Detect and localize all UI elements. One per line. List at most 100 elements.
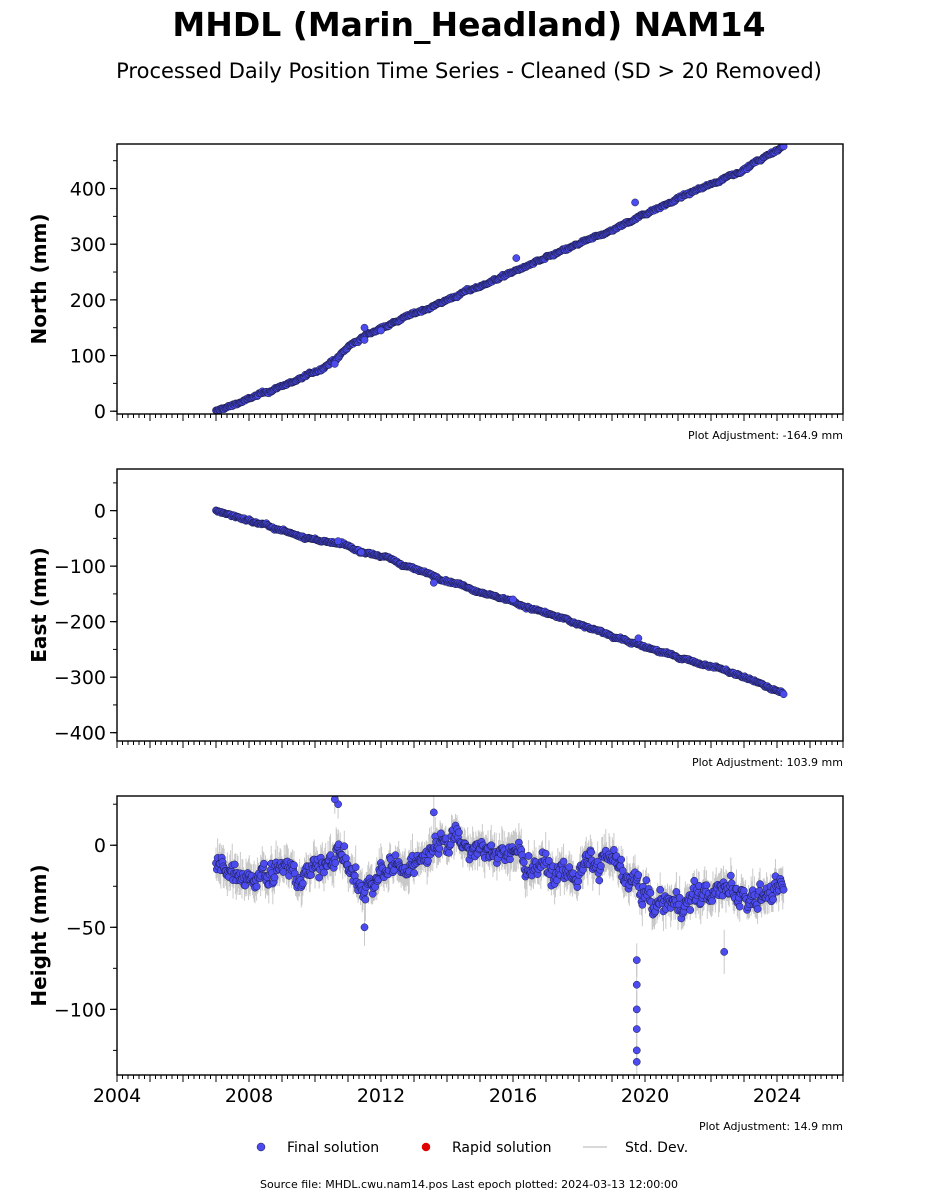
legend-item: Std. Dev.: [583, 1140, 688, 1156]
data-point: [735, 902, 744, 911]
data-point: [334, 537, 342, 546]
data-point: [634, 871, 643, 879]
data-point: [753, 905, 762, 913]
data-point: [617, 855, 626, 864]
data-point: [559, 857, 568, 866]
x-tick-label: 2004: [93, 1085, 141, 1107]
data-point: [509, 595, 517, 604]
data-point: [779, 690, 788, 699]
data-point: [702, 881, 711, 890]
data-point: [307, 871, 315, 879]
y-tick-label: 300: [70, 234, 106, 256]
plot-area: [212, 796, 788, 1075]
data-point: [351, 863, 360, 872]
data-point: [315, 873, 323, 882]
data-point: [331, 859, 340, 867]
plot-area: [212, 144, 788, 414]
chart-title: MHDL (Marin_Headland) NAM14: [172, 5, 765, 44]
x-tick-label: 2008: [225, 1085, 273, 1107]
data-point: [357, 548, 366, 557]
data-point: [435, 844, 444, 853]
data-point: [779, 144, 788, 151]
data-point: [487, 841, 496, 850]
y-tick-label: −300: [54, 667, 106, 689]
y-tick-label: −100: [54, 556, 106, 578]
data-point: [541, 849, 550, 858]
data-point: [360, 323, 369, 332]
data-point: [429, 808, 438, 817]
data-point: [454, 828, 463, 837]
legend-item: Rapid solution: [421, 1140, 552, 1156]
y-tick-label: 100: [70, 346, 106, 368]
panel-2: 0 −100 −200 −300 −400 East (mm) Plot Adjustmen…: [27, 468, 844, 769]
data-point: [429, 578, 438, 587]
data-point: [252, 882, 261, 891]
data-point: [769, 895, 777, 904]
data-point: [361, 895, 370, 904]
data-point: [632, 1005, 641, 1014]
data-point: [686, 906, 695, 914]
x-tick-label: 2020: [621, 1085, 669, 1107]
data-point: [320, 868, 328, 877]
data-point: [675, 893, 684, 902]
final-solution-points: [212, 506, 788, 699]
data-point: [512, 254, 521, 262]
data-point: [230, 860, 239, 869]
data-point: [632, 956, 641, 964]
legend-item: Final solution: [256, 1140, 379, 1156]
data-point: [360, 923, 369, 932]
data-point: [756, 880, 764, 888]
x-tick-label: 2016: [489, 1085, 537, 1107]
data-point: [290, 861, 298, 870]
data-point: [330, 360, 339, 368]
std-dev-lines: [215, 796, 785, 1075]
data-point: [340, 842, 349, 851]
data-point: [360, 336, 369, 344]
legend-label: Rapid solution: [452, 1140, 552, 1156]
legend-marker: [421, 1142, 431, 1152]
data-point: [642, 876, 651, 885]
data-point: [595, 876, 604, 885]
y-tick-label: −100: [54, 999, 106, 1021]
data-point: [524, 852, 533, 860]
data-point: [632, 980, 641, 989]
data-point: [342, 854, 350, 862]
data-point: [632, 1058, 641, 1066]
panel-1: 0 100 200 300 400 North (mm) Plot Adjustment: …: [27, 143, 844, 442]
y-tick-label: 200: [70, 290, 106, 312]
y-tick-label: 0: [94, 401, 106, 423]
x-tick-label: 2024: [753, 1085, 801, 1107]
data-point: [726, 871, 735, 880]
y-tick-label: 400: [70, 179, 106, 201]
data-point: [519, 858, 528, 867]
data-point: [377, 326, 385, 335]
data-point: [646, 888, 655, 897]
data-point: [632, 1046, 641, 1055]
legend-marker: [256, 1142, 266, 1152]
data-point: [391, 851, 400, 860]
data-point: [299, 879, 307, 888]
data-point: [330, 796, 339, 804]
data-point: [410, 869, 418, 877]
data-point: [632, 1025, 641, 1033]
y-axis-label: Height (mm): [27, 864, 51, 1006]
y-tick-label: −200: [54, 612, 106, 634]
source-note: Source file: MHDL.cwu.nam14.pos Last epo…: [260, 1178, 678, 1191]
plot-adjustment: Plot Adjustment: -164.9 mm: [688, 429, 843, 442]
data-point: [672, 888, 681, 896]
data-point: [690, 876, 699, 885]
data-point: [597, 862, 605, 870]
plot-adjustment: Plot Adjustment: 103.9 mm: [692, 756, 843, 769]
x-tick-label: 2012: [357, 1085, 405, 1107]
legend: Final solution Rapid solution Std. Dev.: [256, 1140, 688, 1156]
data-point: [574, 877, 583, 886]
data-point: [638, 900, 647, 909]
data-point: [445, 848, 453, 857]
data-point: [279, 868, 288, 876]
y-tick-label: 0: [94, 501, 106, 523]
y-tick-label: −50: [66, 917, 106, 939]
y-tick-label: −400: [54, 723, 106, 745]
axes-frame: [116, 143, 844, 415]
